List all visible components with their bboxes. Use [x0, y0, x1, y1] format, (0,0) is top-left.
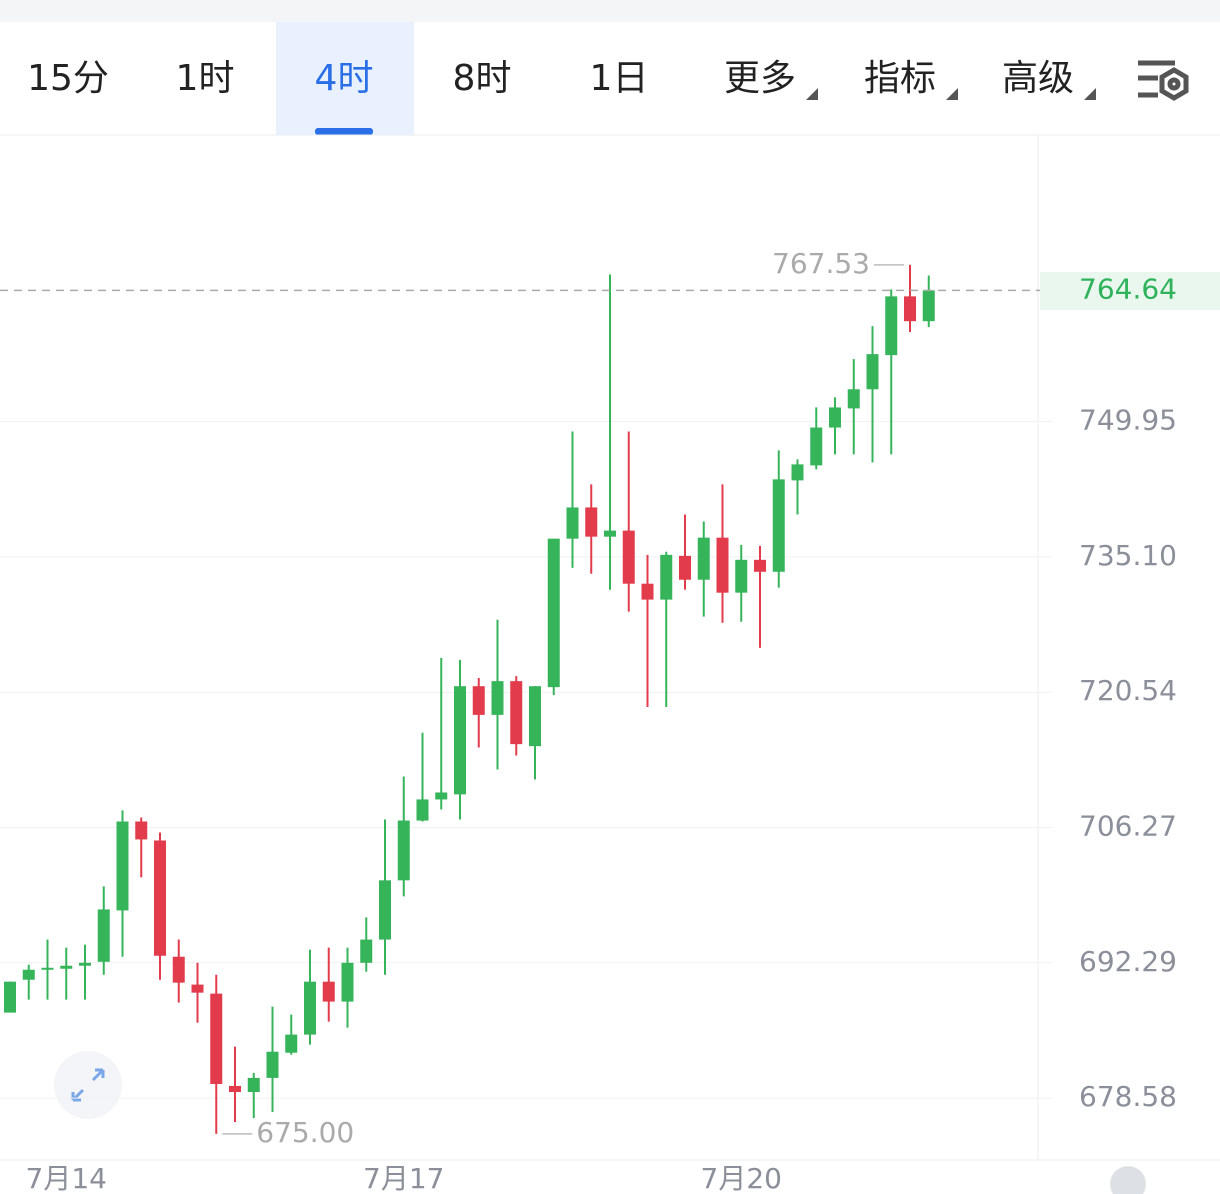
candle-body: [566, 507, 579, 539]
plot: 678.58 692.29 706.27 720.54 735.10 749.95 7月14…: [0, 247, 1177, 1194]
candle-body: [585, 507, 598, 537]
tab[interactable]: 高级: [1002, 58, 1074, 99]
candle-body: [397, 820, 410, 881]
k-button[interactable]: [1110, 1166, 1146, 1194]
candle-body: [60, 965, 73, 969]
candle-body: [247, 1077, 260, 1093]
candle-body: [22, 969, 35, 980]
candle-body: [41, 967, 54, 970]
candle-body: [641, 583, 654, 600]
candle-body: [735, 559, 748, 593]
candle-body: [772, 479, 785, 572]
candle-body: [360, 939, 373, 963]
high-marker-label: 767.53: [772, 247, 870, 280]
candle-body: [435, 792, 448, 800]
candle-body: [416, 799, 429, 821]
low-marker-label: 675.00: [256, 1116, 354, 1149]
x-tick-label: 7月17: [363, 1162, 444, 1194]
candle-body: [491, 681, 504, 715]
tab[interactable]: 8时: [453, 58, 512, 99]
candle-body: [210, 993, 223, 1084]
candle-body: [622, 530, 635, 584]
candle-body: [79, 962, 91, 966]
candle-body: [116, 821, 129, 911]
candle-body: [810, 427, 823, 466]
last-price-label: 764.64: [1079, 272, 1177, 305]
candle-body: [97, 909, 110, 962]
candle-body: [135, 821, 148, 840]
candle-body: [172, 956, 185, 983]
candle-body: [847, 389, 860, 409]
candle-body: [904, 296, 916, 322]
y-tick-label: 678.58: [1079, 1080, 1177, 1113]
candle-body: [510, 681, 523, 745]
candle-body: [885, 296, 898, 356]
candle-body: [829, 407, 841, 428]
status-strip: [0, 0, 1220, 22]
tab[interactable]: 1时: [176, 58, 235, 99]
candle-body: [922, 290, 935, 322]
y-tick-label: 735.10: [1079, 539, 1177, 572]
candle-body: [154, 840, 166, 956]
candle-body: [191, 984, 204, 993]
y-tick-label: 692.29: [1079, 945, 1177, 978]
candle-body: [660, 554, 673, 600]
y-tick-label: 720.54: [1079, 674, 1177, 707]
tab[interactable]: 1日: [590, 58, 649, 99]
candle-body: [304, 981, 316, 1035]
candle-body: [266, 1051, 279, 1078]
dropdown-arrows: [806, 88, 1096, 100]
selected-tab-bg: [276, 22, 414, 135]
x-tick-label: 7月14: [26, 1162, 107, 1194]
y-tick-label: 749.95: [1079, 404, 1177, 437]
candle-body: [679, 555, 691, 580]
x-tick-label: 7月20: [701, 1162, 782, 1194]
candle-body: [754, 559, 766, 572]
candle-body: [791, 464, 804, 481]
candle-body: [341, 962, 354, 1002]
selected-tab-indicator: [315, 128, 373, 135]
expand-button[interactable]: [54, 1051, 122, 1119]
candle-body: [529, 686, 541, 747]
candle-body: [604, 530, 616, 537]
y-tick-label: 706.27: [1079, 810, 1177, 843]
candle-body: [229, 1085, 241, 1093]
candle-body: [472, 686, 485, 715]
last-price-box: [1040, 272, 1220, 310]
candle-body: [322, 981, 335, 1002]
tab[interactable]: 指标: [864, 58, 936, 99]
tab[interactable]: 更多: [724, 58, 796, 99]
settings-icon[interactable]: [1138, 60, 1189, 101]
candle-body: [454, 686, 466, 795]
candle-body: [4, 981, 16, 1013]
tabs: 15分 1时 4时 8时 1日 更多 指标 高级: [27, 58, 1074, 99]
candle-body: [547, 538, 560, 688]
candle-body: [285, 1034, 298, 1053]
tab[interactable]: 4时: [315, 58, 374, 99]
tab[interactable]: 15分: [27, 58, 109, 99]
candle-body: [866, 354, 879, 390]
candle-body: [379, 880, 391, 940]
candle-body: [697, 537, 710, 580]
candle-body: [716, 537, 729, 593]
expand-icon: [71, 1068, 105, 1102]
